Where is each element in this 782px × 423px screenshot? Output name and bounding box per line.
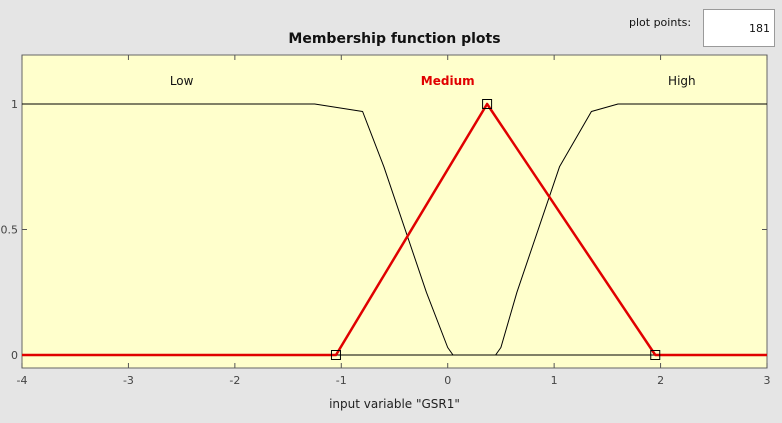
plot-points-label: plot points: [629, 16, 692, 29]
y-tick-label: 0 [11, 349, 18, 362]
mf-curve-medium[interactable] [22, 102, 767, 357]
y-tick-label: 1 [11, 98, 18, 111]
mf-labels: Low High Medium [170, 74, 696, 88]
mf-vertex-handle[interactable] [650, 350, 661, 360]
mf-curve-high[interactable] [22, 103, 767, 356]
mf-curve-low[interactable] [22, 103, 767, 356]
x-tick-label: -1 [336, 374, 347, 387]
x-tick-label: -2 [229, 374, 240, 387]
x-tick-label: 1 [551, 374, 558, 387]
plot-area [21, 54, 768, 369]
axis-ticks: -4 -3 -2 -1 0 1 2 3 0 0.5 1 [1, 55, 771, 387]
x-tick-label: 3 [764, 374, 771, 387]
chart-title: Membership function plots [288, 31, 501, 47]
mf-label-low: Low [170, 74, 194, 88]
x-axis-label: input variable "GSR1" [329, 397, 460, 411]
x-tick-label: -3 [123, 374, 134, 387]
x-tick-label: 0 [444, 374, 451, 387]
x-tick-label: -4 [17, 374, 28, 387]
x-tick-label: 2 [657, 374, 664, 387]
mf-series[interactable] [22, 99, 767, 360]
mf-vertex-handle[interactable] [330, 350, 341, 360]
plot-points-input[interactable] [703, 9, 775, 47]
y-tick-label: 0.5 [1, 224, 19, 237]
mf-label-medium: Medium [421, 74, 475, 88]
mf-vertex-handle[interactable] [482, 99, 493, 109]
mf-label-high: High [668, 74, 696, 88]
